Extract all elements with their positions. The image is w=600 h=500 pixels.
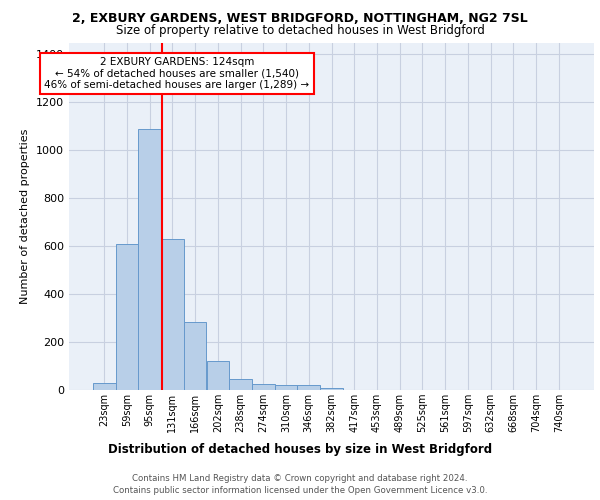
Text: Contains public sector information licensed under the Open Government Licence v3: Contains public sector information licen… — [113, 486, 487, 495]
Bar — [252, 384, 275, 390]
Bar — [298, 385, 320, 390]
Bar — [229, 379, 252, 390]
Bar — [116, 244, 139, 390]
Bar — [206, 361, 229, 390]
Bar — [275, 385, 298, 390]
Text: Contains HM Land Registry data © Crown copyright and database right 2024.: Contains HM Land Registry data © Crown c… — [132, 474, 468, 483]
Bar — [320, 388, 343, 390]
Bar — [93, 383, 116, 390]
Text: Size of property relative to detached houses in West Bridgford: Size of property relative to detached ho… — [116, 24, 484, 37]
Bar — [161, 239, 184, 390]
Text: 2 EXBURY GARDENS: 124sqm
← 54% of detached houses are smaller (1,540)
46% of sem: 2 EXBURY GARDENS: 124sqm ← 54% of detach… — [44, 57, 310, 90]
Text: Distribution of detached houses by size in West Bridgford: Distribution of detached houses by size … — [108, 442, 492, 456]
Bar — [184, 322, 206, 390]
Y-axis label: Number of detached properties: Number of detached properties — [20, 128, 31, 304]
Bar — [139, 129, 161, 390]
Text: 2, EXBURY GARDENS, WEST BRIDGFORD, NOTTINGHAM, NG2 7SL: 2, EXBURY GARDENS, WEST BRIDGFORD, NOTTI… — [72, 12, 528, 24]
